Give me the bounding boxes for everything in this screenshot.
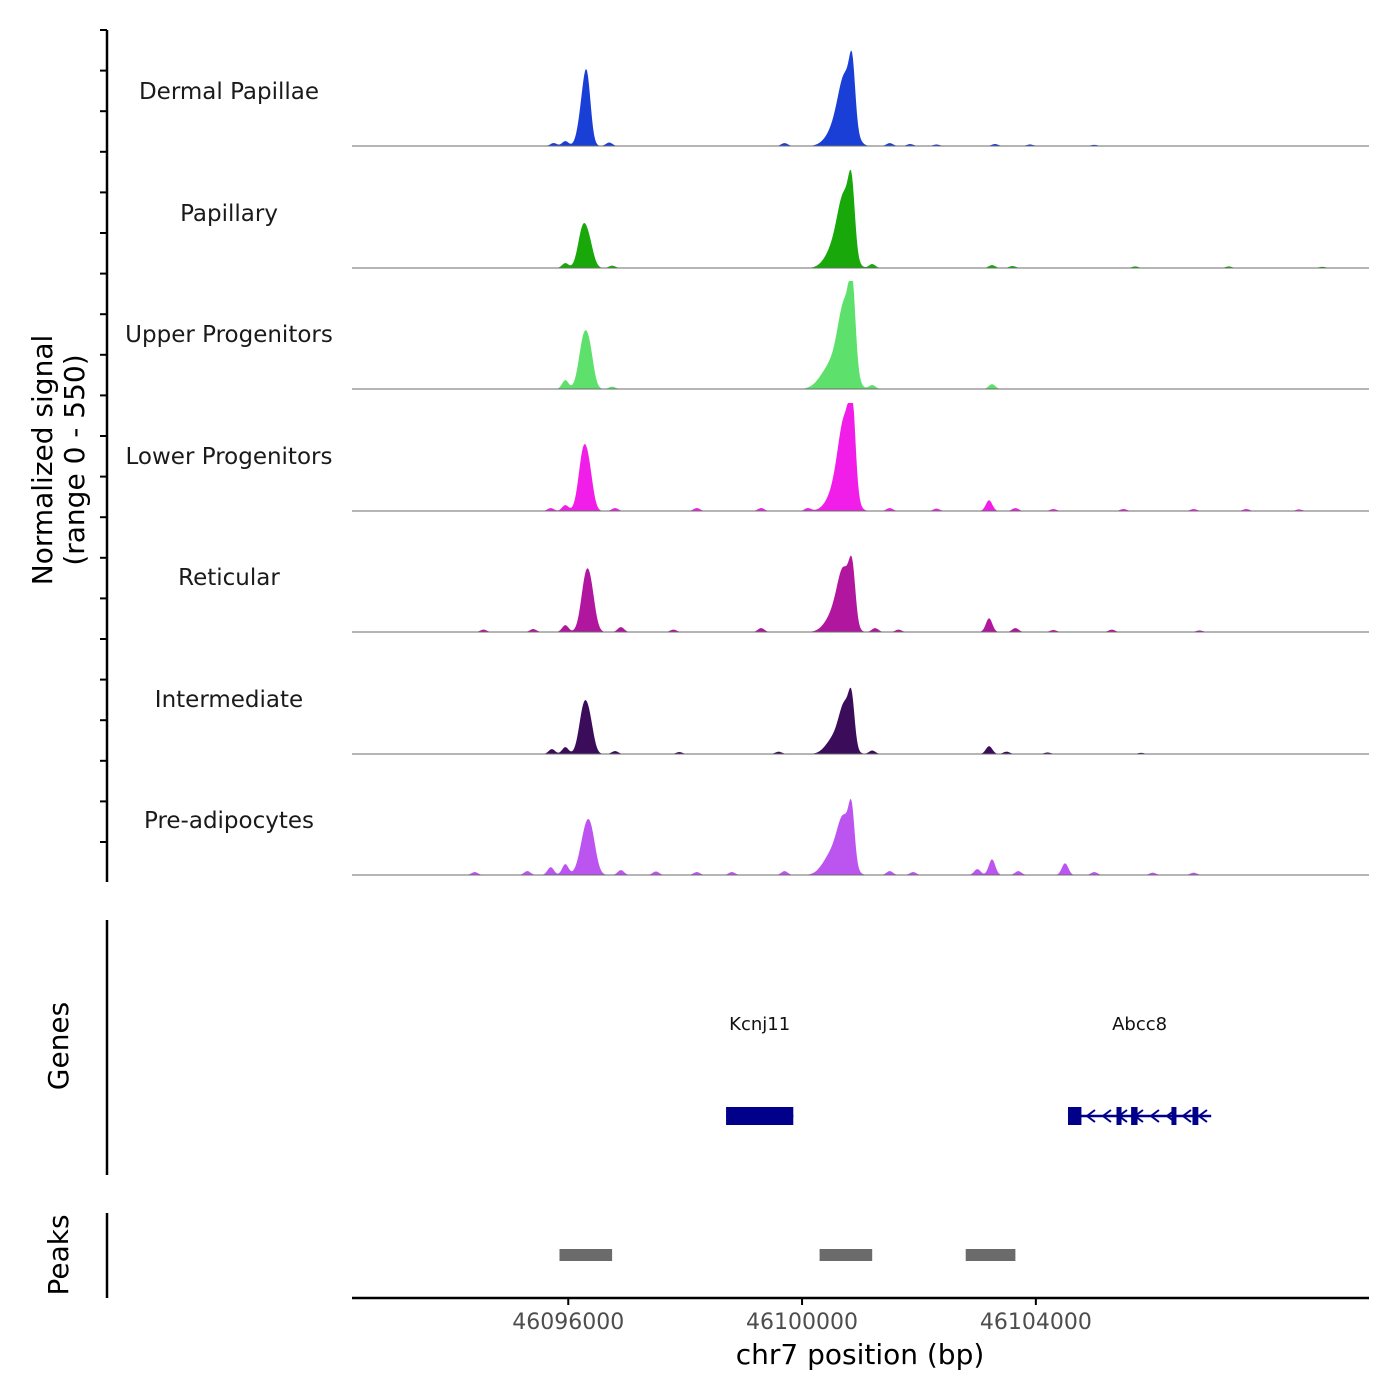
track-label: Papillary bbox=[180, 201, 278, 227]
strand-arrow bbox=[1133, 1109, 1144, 1123]
coverage-area bbox=[352, 555, 1369, 632]
track-reticular: Reticular bbox=[178, 555, 1369, 633]
track-intermediate: Intermediate bbox=[155, 687, 1369, 755]
track-papillary: Papillary bbox=[180, 169, 1369, 269]
peaks-panel-label: Peaks bbox=[42, 1214, 75, 1295]
coverage-area bbox=[352, 403, 1369, 511]
x-axis-ticks: 46096000 46100000 46104000 bbox=[512, 1298, 1092, 1335]
x-tick-label: 46100000 bbox=[746, 1310, 858, 1335]
coverage-area bbox=[352, 50, 1369, 146]
coverage-area bbox=[352, 687, 1369, 754]
track-label: Pre-adipocytes bbox=[144, 808, 314, 834]
track-label: Lower Progenitors bbox=[126, 444, 333, 470]
track-lower-progenitors: Lower Progenitors bbox=[126, 403, 1369, 512]
track-label: Intermediate bbox=[155, 687, 303, 713]
coverage-y-ticks bbox=[100, 29, 107, 843]
strand-arrow bbox=[1197, 1109, 1208, 1123]
peak-regions bbox=[559, 1249, 1016, 1261]
gene-annotations: Kcnj11 Abcc8 bbox=[726, 1014, 1212, 1125]
coverage-y-label-line1: Normalized signal bbox=[26, 335, 59, 586]
strand-arrow bbox=[1149, 1109, 1160, 1123]
strand-arrow bbox=[1101, 1109, 1112, 1123]
gene-name: Kcnj11 bbox=[729, 1014, 790, 1035]
gene-exon bbox=[1171, 1107, 1177, 1125]
coverage-area bbox=[352, 798, 1369, 875]
coverage-area bbox=[352, 169, 1369, 268]
gene-exon bbox=[726, 1107, 794, 1125]
x-tick-label: 46096000 bbox=[512, 1310, 624, 1335]
gene-abcc8: Abcc8 bbox=[1067, 1014, 1212, 1125]
gene-exon bbox=[1067, 1107, 1082, 1125]
gene-kcnj11: Kcnj11 bbox=[726, 1014, 794, 1125]
coverage-area bbox=[352, 281, 1369, 389]
gene-exon bbox=[1192, 1107, 1199, 1125]
track-dermal-papillae: Dermal Papillae bbox=[139, 50, 1369, 147]
coverage-tracks: Dermal Papillae Papillary Upper Progenitor… bbox=[125, 50, 1369, 876]
strand-arrow bbox=[1117, 1109, 1128, 1123]
track-label: Reticular bbox=[178, 565, 280, 591]
strand-arrow bbox=[1181, 1109, 1192, 1123]
x-axis-label: chr7 position (bp) bbox=[736, 1338, 985, 1371]
peak-region bbox=[559, 1249, 613, 1261]
x-tick-label: 46104000 bbox=[980, 1310, 1092, 1335]
coverage-y-label-line2: (range 0 - 550) bbox=[58, 354, 91, 565]
gene-name: Abcc8 bbox=[1112, 1014, 1167, 1035]
track-upper-progenitors: Upper Progenitors bbox=[125, 281, 1369, 390]
peak-region bbox=[819, 1249, 873, 1261]
strand-arrow bbox=[1085, 1109, 1096, 1123]
track-pre-adipocytes: Pre-adipocytes bbox=[144, 798, 1369, 876]
peak-region bbox=[965, 1249, 1016, 1261]
strand-arrow bbox=[1165, 1109, 1176, 1123]
track-label: Dermal Papillae bbox=[139, 79, 319, 105]
genes-panel-label: Genes bbox=[42, 1002, 75, 1090]
track-label: Upper Progenitors bbox=[125, 322, 333, 348]
